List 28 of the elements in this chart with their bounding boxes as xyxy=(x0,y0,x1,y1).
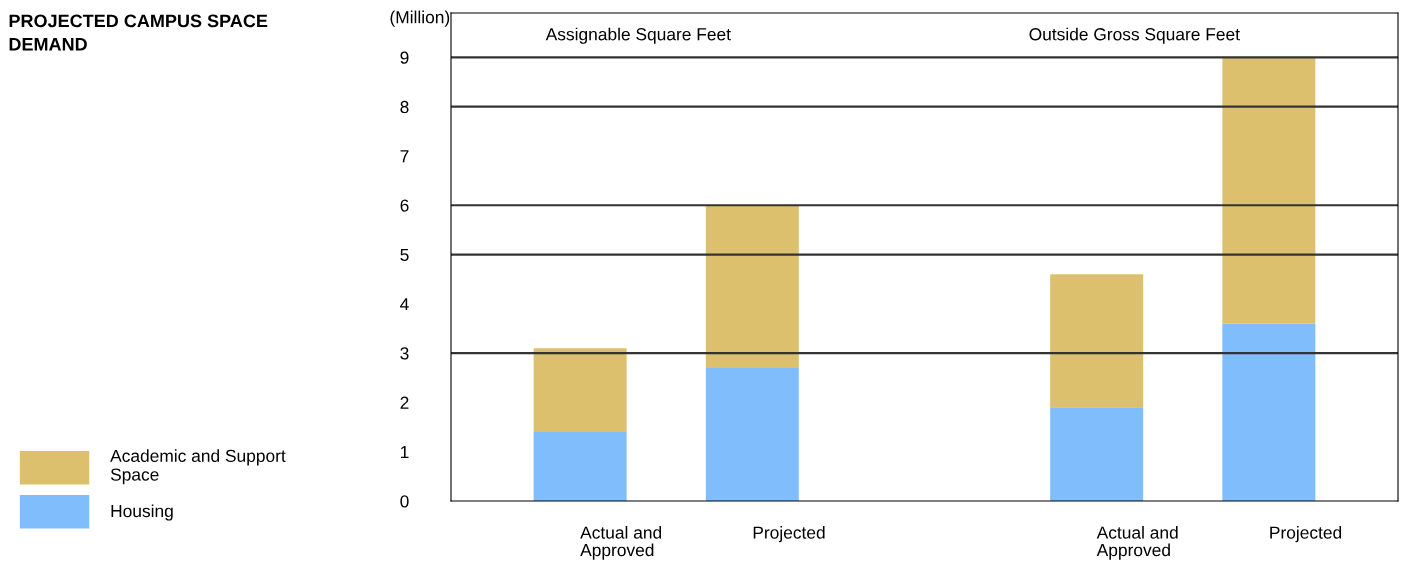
bar xyxy=(1050,407,1144,501)
bar xyxy=(533,348,627,432)
y-tick-label: 4 xyxy=(400,298,409,311)
annotation: Assignable Square Feet xyxy=(545,27,731,44)
y-tick-label: 6 xyxy=(400,199,409,212)
bar xyxy=(705,367,799,501)
x-tick-label: Projected xyxy=(1270,526,1342,543)
annotation: Outside Gross Square Feet xyxy=(1029,27,1240,44)
y-tick-label: 0 xyxy=(400,495,409,508)
y-tick-label: 7 xyxy=(400,150,409,163)
legend-label: Housing xyxy=(111,504,173,521)
y-axis-title: (Million) xyxy=(390,10,450,27)
x-tick-label: Actual and Approved xyxy=(580,526,662,560)
bar xyxy=(1222,57,1316,324)
bar xyxy=(1222,323,1316,501)
bar xyxy=(705,205,799,368)
bar xyxy=(533,431,627,501)
text: PROJECTED CAMPUS SPACE DEMAND xyxy=(9,14,268,51)
y-tick-label: 1 xyxy=(401,446,409,458)
y-tick-label: 3 xyxy=(400,347,409,360)
y-tick-label: 8 xyxy=(400,100,409,114)
y-tick-label: 9 xyxy=(400,51,409,64)
legend-label: Academic and Support Space xyxy=(110,449,286,485)
x-tick-label: Projected xyxy=(753,526,825,543)
y-tick-label: 5 xyxy=(400,248,409,261)
x-tick-label: Actual and Approved xyxy=(1096,526,1178,560)
y-tick-label: 2 xyxy=(400,396,409,409)
bar xyxy=(1050,274,1144,408)
